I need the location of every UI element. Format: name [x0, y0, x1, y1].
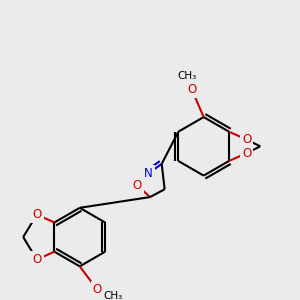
Text: O: O — [242, 147, 251, 160]
Text: CH₃: CH₃ — [103, 291, 123, 300]
Text: O: O — [93, 283, 102, 296]
Text: O: O — [187, 83, 196, 96]
Text: CH₃: CH₃ — [177, 71, 197, 81]
Text: O: O — [242, 133, 251, 146]
Text: O: O — [133, 179, 142, 192]
Text: O: O — [32, 253, 41, 266]
Text: O: O — [32, 208, 41, 221]
Text: N: N — [144, 167, 152, 180]
